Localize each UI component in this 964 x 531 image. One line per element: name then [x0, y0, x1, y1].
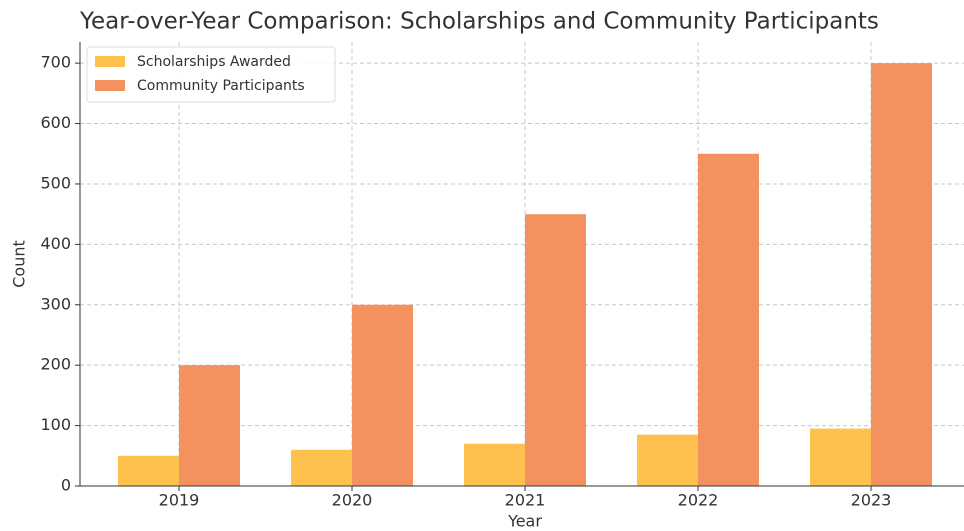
legend-box: [86, 46, 336, 103]
bar: [352, 304, 413, 486]
x-axis-label: Year: [507, 512, 542, 531]
bar: [698, 153, 759, 486]
y-tick-label: 100: [40, 415, 71, 434]
y-tick-label: 600: [40, 113, 71, 132]
y-tick-label: 200: [40, 355, 71, 374]
bar: [179, 365, 240, 486]
legend-swatch: [95, 56, 125, 67]
legend-swatch: [95, 80, 125, 91]
y-tick-label: 0: [61, 476, 71, 495]
y-tick-label: 300: [40, 294, 71, 313]
bar: [464, 443, 525, 486]
bar: [291, 449, 352, 486]
x-tick-label: 2020: [332, 491, 373, 510]
x-tick-label: 2019: [159, 491, 200, 510]
bar: [118, 455, 179, 486]
y-tick-label: 700: [40, 53, 71, 72]
y-tick-label: 400: [40, 234, 71, 253]
bar: [525, 214, 586, 486]
x-tick-label: 2021: [505, 491, 546, 510]
x-tick-label: 2023: [851, 491, 892, 510]
bar: [810, 428, 871, 486]
legend-label: Community Participants: [137, 78, 305, 94]
x-tick-label: 2022: [678, 491, 719, 510]
bar: [871, 63, 932, 487]
legend-label: Scholarships Awarded: [137, 54, 291, 70]
y-tick-label: 500: [40, 173, 71, 192]
chart-title: Year-over-Year Comparison: Scholarships …: [79, 9, 879, 35]
y-axis-label: Count: [10, 240, 29, 288]
bar: [637, 434, 698, 486]
